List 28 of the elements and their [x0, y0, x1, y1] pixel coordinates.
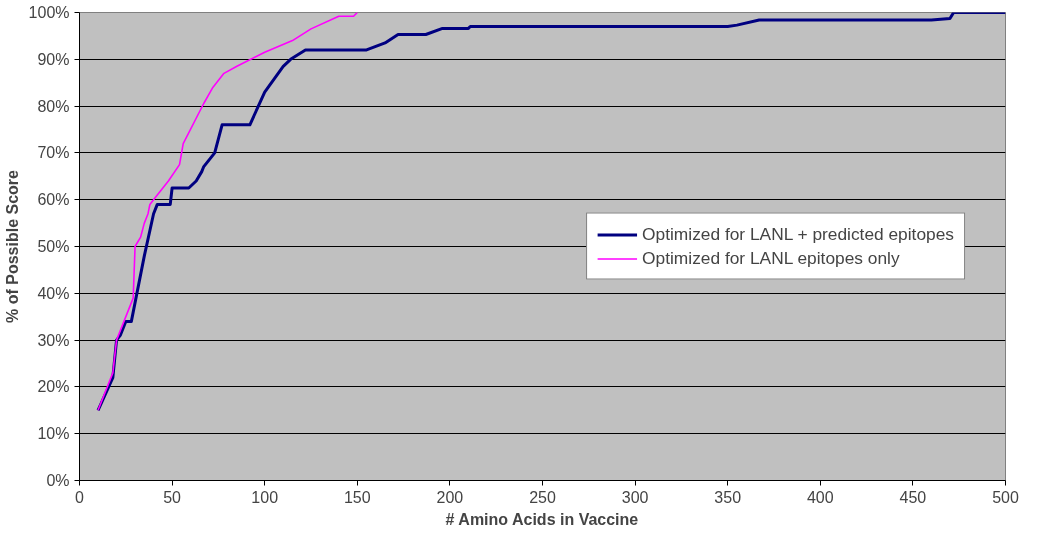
legend-label: Optimized for LANL epitopes only	[642, 247, 900, 269]
x-tick-label: 350	[714, 488, 742, 506]
x-tick-label: 300	[621, 488, 649, 506]
x-tick-label: 0	[75, 488, 85, 506]
x-tick-label: 450	[899, 488, 927, 506]
y-tick-label: 80%	[37, 97, 70, 115]
line-series	[96, 12, 1006, 412]
x-tick-label: 200	[436, 488, 464, 506]
x-tick-label: 400	[806, 488, 834, 506]
y-tick-label: 20%	[37, 378, 70, 396]
x-tick-label: 250	[529, 488, 556, 506]
y-tick-label: 0%	[46, 472, 70, 489]
x-tick-label: 100	[251, 488, 279, 506]
legend-label: Optimized for LANL + predicted epitopes	[642, 223, 954, 245]
y-tick-label: 60%	[37, 191, 70, 209]
x-tick-label: 150	[343, 488, 371, 506]
y-tick-label: 90%	[37, 50, 70, 68]
line-series	[97, 12, 359, 412]
y-tick-label: 50%	[37, 238, 70, 255]
y-tick-label: 40%	[37, 284, 70, 302]
y-tick-label: 30%	[37, 331, 70, 349]
x-tick-label: 500	[992, 488, 1019, 506]
y-tick-label: 100%	[28, 4, 70, 21]
x-tick-label: 50	[163, 488, 182, 506]
y-tick-label: 70%	[37, 144, 70, 162]
y-axis-title: % of Possible Score	[3, 169, 21, 323]
y-tick-label: 10%	[37, 425, 70, 443]
x-axis-title: # Amino Acids in Vaccine	[445, 510, 639, 528]
